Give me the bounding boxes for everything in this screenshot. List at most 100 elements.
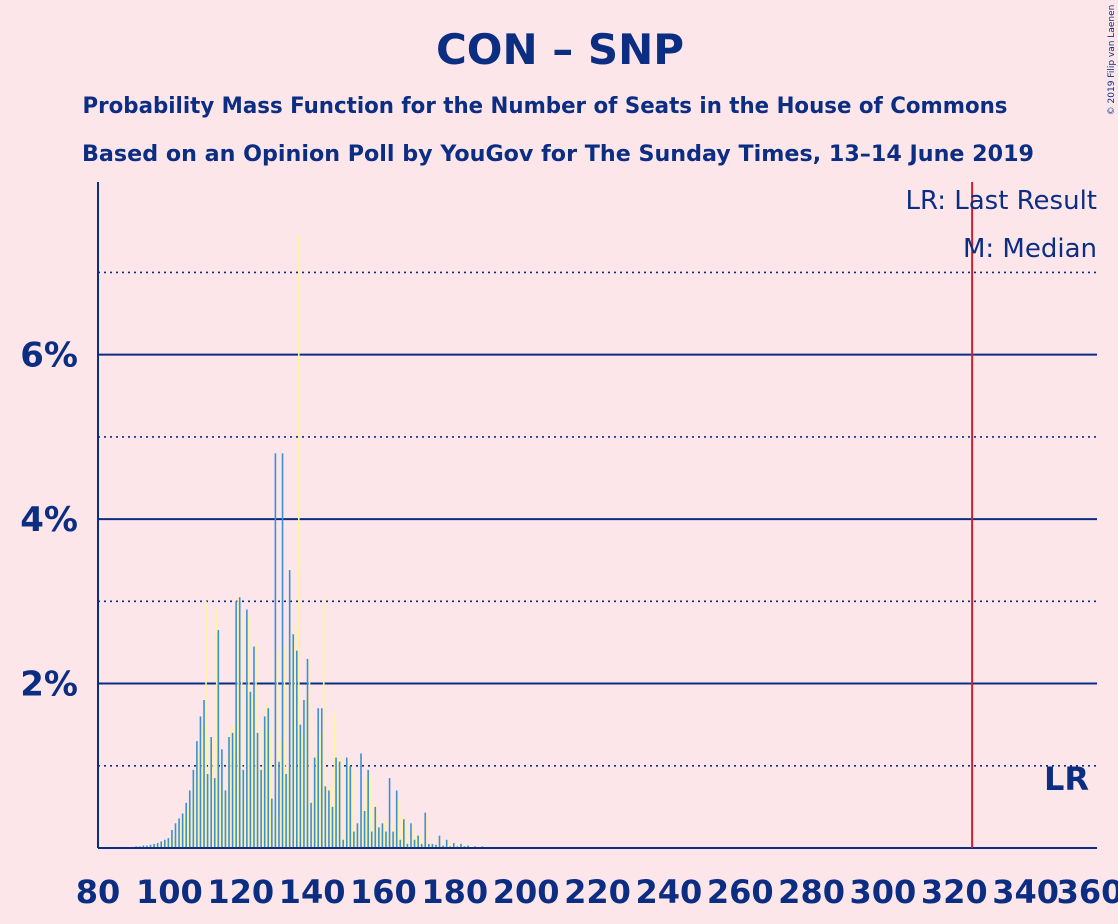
bar-blue bbox=[196, 741, 198, 848]
bar-yellow bbox=[362, 806, 364, 848]
bar-yellow bbox=[337, 757, 339, 848]
bar-yellow bbox=[298, 235, 300, 848]
x-tick-label: 100 bbox=[136, 873, 203, 911]
bar-blue bbox=[328, 790, 330, 848]
chart-title: CON – SNP bbox=[436, 25, 684, 74]
bar-yellow bbox=[319, 732, 322, 848]
bar-yellow bbox=[405, 823, 407, 848]
bar-yellow bbox=[244, 798, 247, 848]
bar-yellow bbox=[301, 732, 304, 848]
bars-group bbox=[131, 235, 528, 848]
bar-blue bbox=[178, 818, 180, 848]
bar-yellow bbox=[333, 712, 336, 848]
bar-yellow bbox=[183, 815, 186, 848]
x-tick-label: 120 bbox=[207, 873, 274, 911]
bar-yellow bbox=[426, 815, 429, 848]
bar-yellow bbox=[215, 609, 218, 848]
bar-blue bbox=[217, 630, 220, 848]
x-tick-label: 140 bbox=[279, 873, 346, 911]
bar-blue bbox=[424, 812, 427, 848]
bar-yellow bbox=[230, 728, 232, 848]
x-tick-label: 260 bbox=[707, 873, 774, 911]
bar-yellow bbox=[237, 597, 239, 848]
bar-yellow bbox=[219, 786, 222, 848]
bar-yellow bbox=[258, 765, 261, 848]
bar-blue bbox=[249, 691, 252, 848]
bar-yellow bbox=[155, 844, 157, 848]
bar-yellow bbox=[312, 798, 314, 848]
bar-blue bbox=[238, 597, 241, 848]
bar-blue bbox=[310, 802, 312, 848]
bar-blue bbox=[420, 843, 423, 848]
bar-yellow bbox=[205, 601, 207, 848]
bar-blue bbox=[306, 658, 309, 848]
bar-yellow bbox=[173, 835, 175, 848]
bar-yellow bbox=[169, 839, 172, 848]
bar-blue bbox=[452, 843, 455, 848]
bar-yellow bbox=[358, 823, 361, 848]
bar-yellow bbox=[383, 819, 386, 848]
bar-blue bbox=[181, 813, 184, 848]
x-tick-label: 360 bbox=[1057, 873, 1118, 911]
chart-subtitle-2: Based on an Opinion Poll by YouGov for T… bbox=[82, 142, 1034, 167]
bar-blue bbox=[256, 732, 259, 848]
bar-blue bbox=[313, 757, 316, 848]
bar-yellow bbox=[187, 806, 189, 848]
bar-blue bbox=[320, 708, 323, 848]
bar-yellow bbox=[344, 835, 346, 848]
bar-blue bbox=[367, 769, 369, 848]
y-tick-label: 2% bbox=[20, 665, 78, 705]
bar-yellow bbox=[251, 695, 254, 848]
bar-yellow bbox=[440, 838, 443, 848]
chart-subtitle-1: Probability Mass Function for the Number… bbox=[83, 94, 1008, 119]
bar-yellow bbox=[165, 841, 168, 848]
bar-yellow bbox=[265, 704, 268, 848]
bar-blue bbox=[370, 831, 373, 848]
bar-blue bbox=[231, 732, 234, 848]
bar-yellow bbox=[326, 786, 329, 848]
bar-yellow bbox=[355, 827, 357, 848]
bar-yellow bbox=[308, 658, 311, 848]
x-tick-label: 220 bbox=[564, 873, 631, 911]
bar-yellow bbox=[412, 827, 414, 848]
bar-yellow bbox=[240, 613, 243, 848]
bar-blue bbox=[203, 700, 205, 848]
bar-blue bbox=[206, 774, 209, 848]
bar-blue bbox=[228, 737, 230, 848]
bar-blue bbox=[417, 835, 419, 848]
bar-blue bbox=[213, 778, 216, 848]
bar-blue bbox=[431, 843, 434, 848]
bar-blue bbox=[413, 839, 416, 848]
bar-blue bbox=[335, 757, 337, 848]
bar-yellow bbox=[315, 753, 318, 848]
bar-yellow bbox=[226, 753, 229, 848]
bar-yellow bbox=[151, 845, 154, 848]
x-tick-label: 340 bbox=[992, 873, 1059, 911]
bar-blue bbox=[171, 829, 173, 848]
bar-yellow bbox=[408, 839, 411, 848]
legend-last-result: LR: Last Result bbox=[905, 186, 1097, 216]
bar-blue bbox=[246, 609, 248, 848]
bar-blue bbox=[442, 845, 444, 848]
bar-yellow bbox=[387, 835, 389, 848]
bar-blue bbox=[399, 839, 402, 848]
bar-yellow bbox=[198, 749, 200, 848]
bar-yellow bbox=[176, 827, 179, 848]
bar-yellow bbox=[437, 844, 439, 848]
bar-yellow bbox=[262, 728, 264, 848]
bar-blue bbox=[374, 806, 377, 848]
bar-yellow bbox=[322, 597, 325, 848]
bar-yellow bbox=[415, 835, 418, 848]
bar-blue bbox=[278, 761, 280, 848]
bar-yellow bbox=[305, 695, 307, 848]
bar-blue bbox=[274, 453, 277, 848]
bar-blue bbox=[467, 845, 469, 848]
tick-labels: 2% 4% 6% 80 100 120 140 160 180 200 220 240 260 280 30… bbox=[20, 336, 1118, 911]
bar-blue bbox=[403, 819, 405, 848]
bar-yellow bbox=[365, 778, 368, 848]
bar-yellow bbox=[269, 732, 272, 848]
bar-blue bbox=[388, 778, 391, 848]
bar-blue bbox=[360, 753, 362, 848]
grid-lines bbox=[98, 271, 1097, 767]
